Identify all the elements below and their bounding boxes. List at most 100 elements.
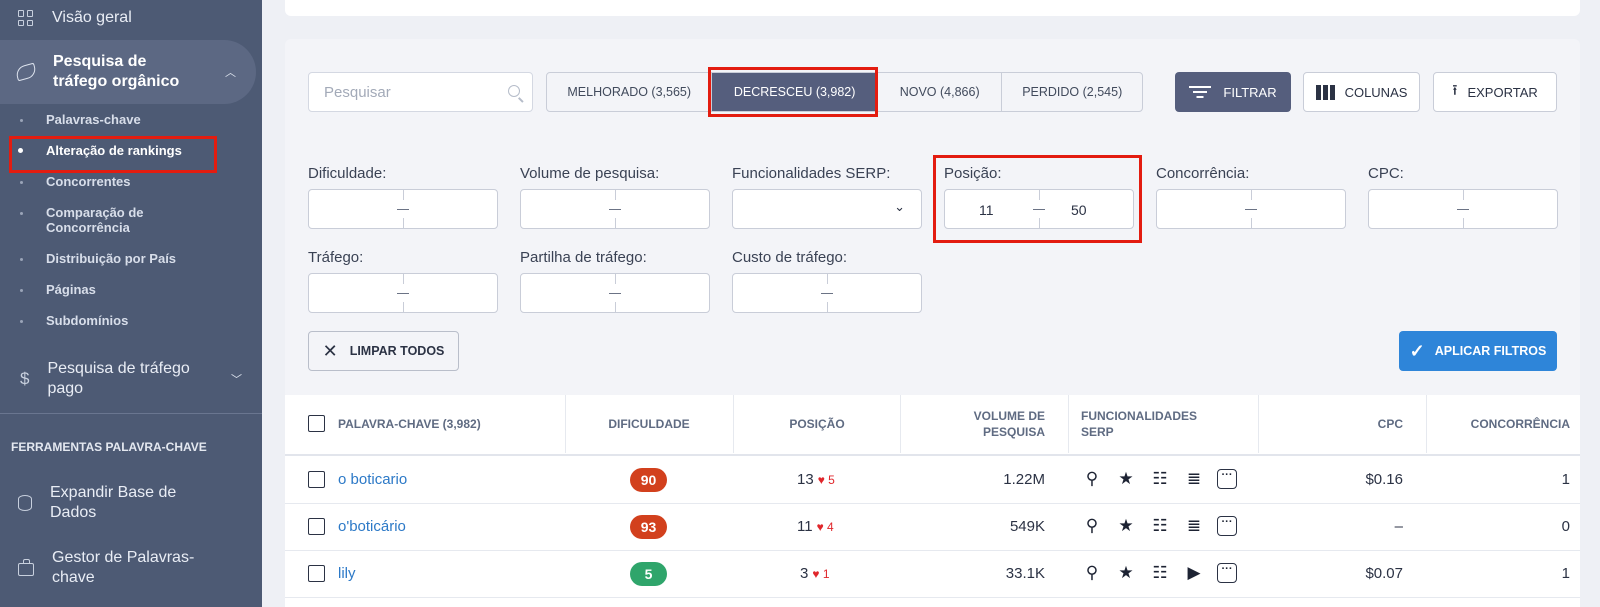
row-separator	[285, 597, 1580, 598]
table-icon: ☷	[1152, 469, 1168, 488]
serp-features: ⚲ ★ ☷ ≣ ···	[1081, 516, 1237, 536]
traffic-cost-range[interactable]	[732, 273, 922, 313]
traffic-share-label: Partilha de tráfego:	[520, 249, 647, 266]
competition-value: 1	[1561, 471, 1570, 488]
volume-value: 549K	[1009, 518, 1045, 535]
position-value: 11 ♥ 4	[797, 518, 834, 535]
list-icon: ≣	[1186, 469, 1202, 488]
select-all-checkbox[interactable]	[308, 415, 325, 432]
position-change: ♥ 4	[816, 520, 834, 534]
nav-keyword-manager[interactable]: Gestor de Palavras-chave	[0, 545, 262, 591]
filter-icon	[1189, 84, 1212, 100]
col-divider	[900, 395, 901, 453]
columns-icon	[1315, 84, 1335, 100]
tab-improved[interactable]: MELHORADO (3,565)	[547, 73, 713, 111]
upload-icon: ⭱	[1452, 81, 1458, 99]
position-delta: 4	[827, 520, 834, 534]
tab-decreased[interactable]: DECRESCEU (3,982)	[712, 73, 878, 111]
traffic-label: Tráfego:	[308, 249, 364, 266]
keyword-link[interactable]: lily	[338, 565, 356, 582]
apply-filters-button[interactable]: ✓ APLICAR FILTROS	[1399, 331, 1557, 371]
col-cpc[interactable]: CPC	[1377, 417, 1403, 431]
chevron-down-icon: ⌄	[894, 199, 905, 214]
volume-range[interactable]	[520, 189, 710, 229]
nav-paid-research[interactable]: $ Pesquisa de tráfego pago ﹀	[0, 356, 262, 402]
clear-all-button[interactable]: ✕ LIMPAR TODOS	[308, 331, 459, 371]
competition-range[interactable]	[1156, 189, 1346, 229]
keywords-table	[285, 395, 1580, 607]
filter-button[interactable]: FILTRAR	[1175, 72, 1291, 112]
sidebar-item-competition-comparison[interactable]: Comparação de Concorrência	[0, 205, 200, 235]
col-divider	[565, 395, 566, 453]
table-icon: ☷	[1152, 563, 1168, 582]
position-value: 13 ♥ 5	[797, 471, 835, 488]
traffic-cost-label: Custo de tráfego:	[732, 249, 848, 266]
tab-new[interactable]: NOVO (4,866)	[878, 73, 1003, 111]
sidebar: Visão geral Pesquisa de tráfego orgânico…	[0, 0, 262, 607]
position-range[interactable]: 11 50	[944, 189, 1134, 229]
export-button-label: EXPORTAR	[1467, 84, 1538, 100]
row-checkbox[interactable]	[308, 471, 325, 488]
col-keyword[interactable]: PALAVRA-CHAVE (3,982)	[338, 417, 481, 431]
traffic-share-range[interactable]	[520, 273, 710, 313]
nav-expand-label: Expandir Base de Dados	[50, 484, 177, 521]
sidebar-item-competitors[interactable]: Concorrentes	[0, 174, 262, 189]
map-pin-icon: ⚲	[1085, 563, 1099, 582]
nav-organic-research[interactable]: Pesquisa de tráfego orgânico ︿	[0, 40, 256, 104]
col-position[interactable]: POSIÇÃO	[789, 417, 845, 431]
col-divider	[1258, 395, 1259, 453]
sidebar-item-ranking-changes[interactable]: Alteração de rankings	[0, 143, 262, 158]
serp-features-label: Funcionalidades SERP:	[732, 165, 891, 182]
keyword-link[interactable]: o'boticário	[338, 518, 406, 535]
more-icon[interactable]: ···	[1217, 516, 1237, 536]
position-max[interactable]: 50	[1071, 202, 1087, 218]
tools-section-title: FERRAMENTAS PALAVRA-CHAVE	[11, 440, 207, 454]
traffic-range[interactable]	[308, 273, 498, 313]
keyword-link[interactable]: o boticario	[338, 471, 408, 488]
chevron-down-icon[interactable]: ﹀	[231, 374, 242, 386]
row-checkbox[interactable]	[308, 565, 325, 582]
nav-paid-label: Pesquisa de tráfego pago	[47, 360, 190, 397]
difficulty-range[interactable]	[308, 189, 498, 229]
sidebar-item-subdomains[interactable]: Subdomínios	[0, 313, 262, 328]
serp-features-select[interactable]: ⌄	[732, 189, 922, 229]
search-icon	[508, 85, 520, 97]
col-volume[interactable]: VOLUME DE PESQUISA	[973, 409, 1045, 439]
nav-expand-database[interactable]: Expandir Base de Dados	[0, 480, 262, 526]
search-placeholder: Pesquisar	[324, 83, 391, 101]
position-change: ♥ 5	[817, 473, 835, 487]
position-min[interactable]: 11	[979, 202, 994, 218]
filter-button-label: FILTRAR	[1223, 84, 1277, 100]
col-competition[interactable]: CONCORRÊNCIA	[1470, 417, 1570, 431]
search-input[interactable]: Pesquisar	[308, 72, 533, 112]
table-icon: ☷	[1152, 516, 1168, 535]
position-delta: 1	[822, 567, 830, 581]
nav-overview[interactable]: Visão geral	[0, 0, 262, 36]
more-icon[interactable]: ···	[1217, 563, 1237, 583]
cpc-label: CPC:	[1368, 165, 1404, 182]
columns-button[interactable]: COLUNAS	[1303, 72, 1420, 112]
col-serp-features[interactable]: FUNCIONALIDADES SERP	[1081, 409, 1197, 439]
chevron-up-icon[interactable]: ︿	[225, 67, 236, 79]
sidebar-item-country-distribution[interactable]: Distribuição por País	[0, 251, 262, 266]
row-checkbox[interactable]	[308, 518, 325, 535]
col-difficulty[interactable]: DIFICULDADE	[608, 417, 690, 431]
sidebar-divider	[0, 413, 262, 414]
volume-value: 33.1K	[1005, 565, 1045, 582]
briefcase-icon	[18, 559, 34, 576]
position-label: Posição:	[944, 165, 1002, 182]
map-pin-icon: ⚲	[1085, 516, 1099, 535]
cpc-value: $0.16	[1365, 471, 1403, 488]
position-number: 3	[800, 565, 809, 582]
cpc-value: –	[1394, 518, 1403, 535]
sidebar-item-keywords[interactable]: Palavras-chave	[0, 112, 262, 127]
cpc-range[interactable]	[1368, 189, 1558, 229]
difficulty-label: Dificuldade:	[308, 165, 387, 182]
competition-value: 1	[1561, 565, 1570, 582]
tab-lost[interactable]: PERDIDO (2,545)	[1022, 85, 1123, 99]
export-button[interactable]: ⭱ EXPORTAR	[1433, 72, 1557, 112]
competition-value: 0	[1561, 518, 1570, 535]
position-value: 3 ♥ 1	[800, 565, 830, 582]
more-icon[interactable]: ···	[1217, 469, 1237, 489]
sidebar-item-pages[interactable]: Páginas	[0, 282, 262, 297]
